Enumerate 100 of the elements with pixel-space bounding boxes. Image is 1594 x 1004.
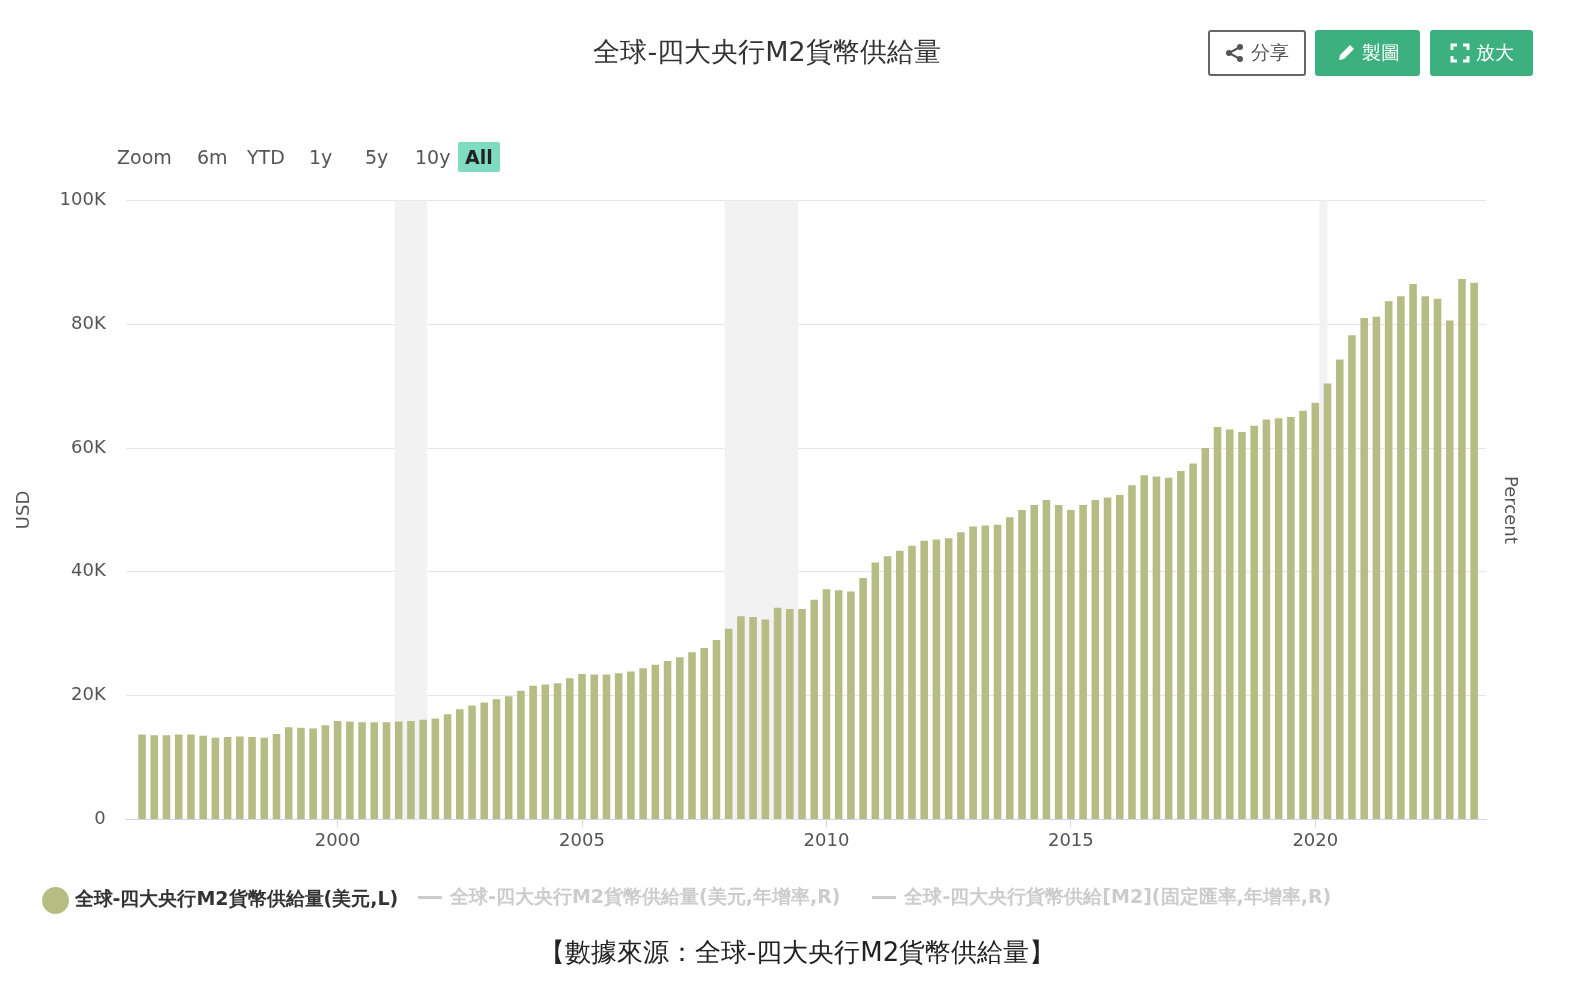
y-tick-label: 60K [71, 435, 107, 457]
bar [663, 660, 672, 819]
bar [468, 705, 476, 819]
bar [712, 639, 721, 819]
bar [1262, 419, 1271, 819]
bar [1433, 298, 1442, 819]
bar [602, 674, 611, 819]
bar [211, 737, 220, 819]
legend-label: 全球-四大央行M2貨幣供給量(美元,L) [73, 887, 399, 910]
bar [676, 657, 684, 819]
bar [1250, 425, 1258, 819]
bar [773, 607, 782, 819]
bar [859, 577, 867, 819]
bar [419, 719, 427, 819]
bar [1018, 509, 1026, 819]
bar [1225, 429, 1234, 819]
bar [1067, 509, 1075, 819]
bar [590, 674, 599, 819]
bar [1397, 296, 1405, 819]
bar [297, 727, 305, 819]
y2-axis-title: Percent [1500, 476, 1522, 544]
bar [920, 540, 929, 819]
bar [358, 722, 366, 819]
bar [541, 684, 550, 819]
bar [187, 734, 195, 819]
bar [407, 720, 415, 819]
text: 10y [414, 145, 452, 170]
bar [456, 709, 464, 819]
text: 【數據來源：全球-四大央行M2貨幣供給量】 [537, 936, 1057, 969]
bar [969, 526, 977, 819]
bar [174, 734, 183, 819]
bar [1042, 500, 1051, 819]
bar [260, 737, 269, 819]
bar [700, 647, 709, 819]
text: Zoom [116, 145, 173, 170]
bar [1054, 504, 1063, 819]
bar [138, 734, 146, 819]
bar [150, 735, 159, 819]
bar [957, 532, 965, 819]
bar [724, 628, 733, 819]
bar [223, 737, 232, 819]
bar [895, 550, 904, 819]
bar [370, 722, 379, 819]
text: 放大 [1475, 40, 1514, 65]
bar [309, 728, 317, 819]
bar [1201, 448, 1210, 819]
bar [1177, 470, 1185, 819]
bar [529, 685, 537, 819]
bar [1287, 417, 1295, 819]
bar [272, 733, 281, 819]
bar [431, 718, 440, 819]
bar [1458, 279, 1466, 819]
bar [1445, 320, 1454, 819]
bar [1348, 335, 1356, 819]
x-tick-label: 2020 [1292, 828, 1339, 850]
bar [1335, 359, 1344, 819]
bar [1091, 500, 1100, 819]
bar [1409, 283, 1417, 819]
bar [1152, 476, 1161, 819]
bar [236, 736, 244, 819]
bar [1421, 296, 1430, 819]
y-tick-label: 20K [71, 683, 107, 705]
bar [1079, 504, 1087, 819]
bar [908, 545, 916, 819]
bar [480, 702, 489, 819]
bar [333, 720, 342, 819]
bar [847, 591, 855, 819]
bar [248, 737, 256, 819]
bar [1103, 497, 1112, 819]
bar [1213, 426, 1222, 819]
bar [346, 721, 354, 819]
text: YTD [246, 145, 286, 170]
bar [993, 524, 1002, 819]
bar [517, 690, 525, 819]
bar [883, 556, 892, 819]
x-tick-label: 2010 [803, 828, 850, 850]
bar [1128, 485, 1136, 819]
bar [566, 678, 574, 819]
bar [871, 562, 880, 819]
bar [162, 735, 171, 819]
x-tick-label: 2000 [314, 828, 361, 850]
bar [199, 735, 207, 819]
bar [1115, 495, 1124, 819]
text: All [458, 142, 500, 172]
bar [1274, 418, 1283, 819]
bar [1238, 431, 1246, 819]
bar [284, 727, 293, 819]
bar [761, 619, 770, 819]
text: 分享 [1251, 40, 1289, 65]
bar [1005, 517, 1014, 819]
bar [1299, 410, 1307, 819]
bar [688, 652, 696, 819]
bar [1384, 301, 1393, 819]
bar [492, 699, 501, 819]
bar [1189, 463, 1197, 819]
y-tick-label: 0 [94, 807, 106, 829]
bar [553, 683, 562, 819]
bar [1470, 282, 1478, 819]
bar [1164, 477, 1173, 819]
bar [1372, 316, 1381, 819]
